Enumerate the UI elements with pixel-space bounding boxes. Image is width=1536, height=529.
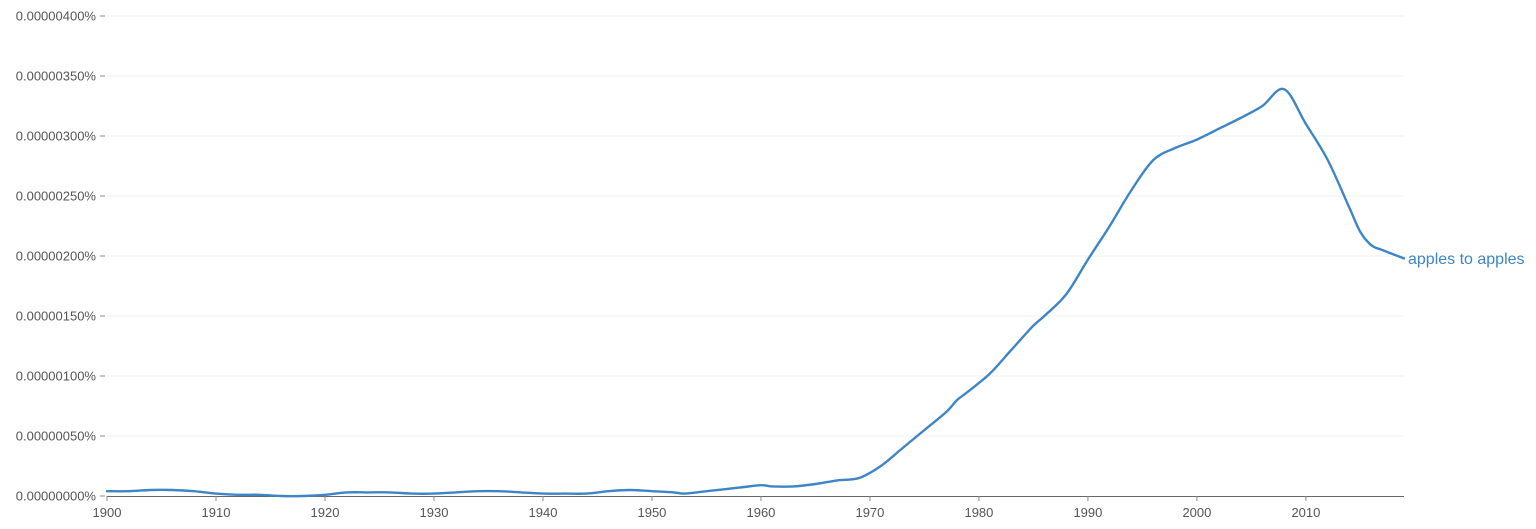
y-tick-label: 0.00000300%	[16, 129, 97, 144]
series-line	[105, 87, 1406, 498]
y-tick-label: 0.00000200%	[16, 249, 97, 264]
series-label: apples to apples	[1408, 251, 1525, 268]
y-tick-label: 0.00000250%	[16, 189, 97, 204]
y-tick-label: 0.00000150%	[16, 309, 97, 324]
y-tick-label: 0.00000000%	[16, 489, 97, 504]
y-tick-label: 0.00000100%	[16, 369, 97, 384]
x-tick-label: 1920	[311, 505, 340, 520]
x-tick-label: 1960	[746, 505, 775, 520]
x-tick-label: 1910	[202, 505, 231, 520]
x-tick-label: 2000	[1182, 505, 1211, 520]
x-tick-label: 2010	[1291, 505, 1320, 520]
y-tick-label: 0.00000400%	[16, 9, 97, 24]
grid-layer	[107, 15, 1404, 437]
y-tick-label: 0.00000050%	[16, 429, 97, 444]
series-layer	[105, 87, 1406, 498]
x-tick-label: 1900	[93, 505, 122, 520]
axis-layer: 0.00000000% 0.00000050% 0.00000100% 0.00000…	[16, 9, 1404, 520]
label-layer: apples to apples	[1408, 251, 1525, 268]
x-tick-label: 1970	[855, 505, 884, 520]
x-tick-label: 1950	[637, 505, 666, 520]
x-tick-label: 1990	[1073, 505, 1102, 520]
x-tick-label: 1980	[964, 505, 993, 520]
x-tick-label: 1930	[420, 505, 449, 520]
x-tick-label: 1940	[529, 505, 558, 520]
y-tick-label: 0.00000350%	[16, 69, 97, 84]
